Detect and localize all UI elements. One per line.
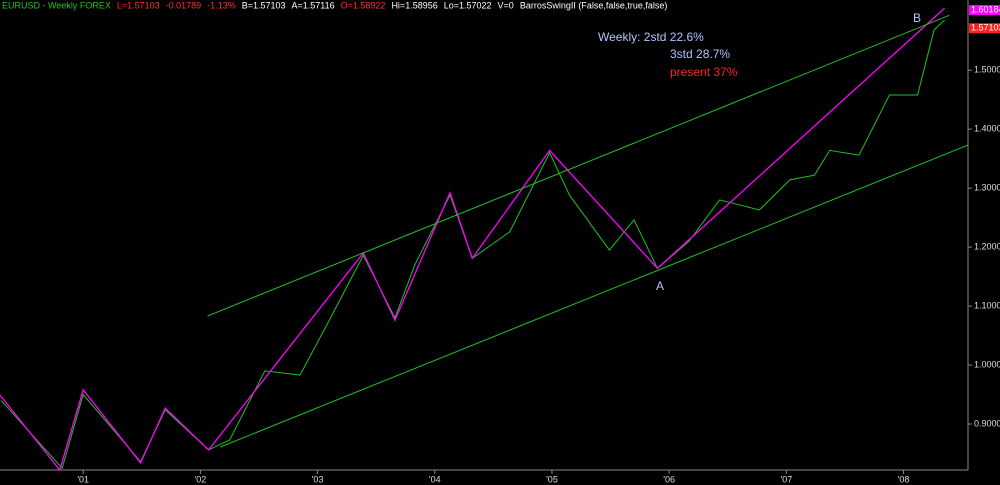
price-marker-label: 1.60184 — [971, 4, 1000, 14]
y-tick-label: 1.00000 — [974, 359, 1000, 369]
x-tick-label: '06 — [663, 474, 675, 484]
x-tick-label: '02 — [195, 474, 207, 484]
header-field: BarrosSwingII (False,false,true,false) — [520, 0, 668, 10]
header-field: -1.13% — [207, 0, 236, 10]
series-line — [0, 7, 945, 472]
y-tick-label: 1.40000 — [974, 124, 1000, 134]
x-tick-label: '05 — [546, 474, 558, 484]
price-marker — [969, 23, 1000, 34]
header-field: Lo=1.57022 — [444, 0, 492, 10]
x-tick-label: '07 — [780, 474, 792, 484]
header-field: L=1.57103 — [117, 0, 160, 10]
series-line — [0, 19, 945, 470]
annotation: A — [656, 279, 664, 293]
header-field: Hi=1.58956 — [391, 0, 437, 10]
header-field: A=1.57116 — [292, 0, 335, 10]
header-field: -0.01789 — [166, 0, 202, 10]
header-field: B=1.57103 — [242, 0, 286, 10]
x-tick-label: '08 — [898, 474, 910, 484]
header-field: V=0 — [498, 0, 514, 10]
x-tick-label: '01 — [77, 474, 89, 484]
annotation: present 37% — [670, 65, 738, 79]
series-line — [207, 14, 950, 317]
y-tick-label: 1.30000 — [974, 182, 1000, 192]
x-tick-label: '03 — [312, 474, 324, 484]
annotation: 3std 28.7% — [670, 47, 730, 61]
price-marker-label: 1.57103 — [971, 23, 1000, 33]
y-tick-label: 1.20000 — [974, 241, 1000, 251]
series-line — [220, 144, 969, 448]
annotation: Weekly: 2std 22.6% — [598, 30, 704, 44]
y-tick-label: 0.90000 — [974, 418, 1000, 428]
annotation: B — [913, 11, 921, 25]
price-marker — [969, 5, 1000, 16]
y-tick-label: 1.10000 — [974, 300, 1000, 310]
symbol: EURUSD - Weekly FOREX — [2, 0, 111, 10]
header-field: O=1.58922 — [341, 0, 386, 10]
x-tick-label: '04 — [429, 474, 441, 484]
y-tick-label: 1.50000 — [974, 65, 1000, 75]
